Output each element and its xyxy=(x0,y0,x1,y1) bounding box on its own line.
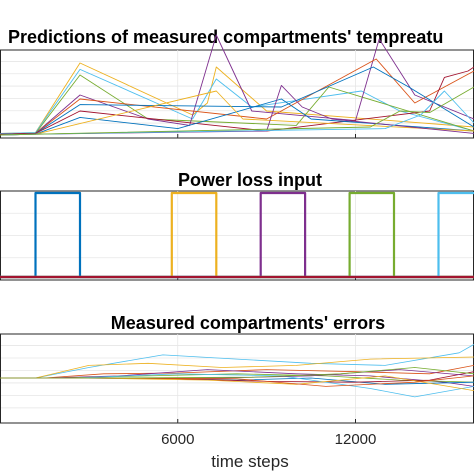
series-line-errors-12 xyxy=(0,367,474,379)
panel-power-loss: Power loss input xyxy=(0,170,474,281)
x-tick-label: 12000 xyxy=(335,431,377,448)
panel-title-power-loss: Power loss input xyxy=(178,170,322,190)
x-axis-ticks: 6000 12000 xyxy=(161,431,376,448)
panel-title-errors: Measured compartments' errors xyxy=(111,313,385,333)
series-line-predictions-12 xyxy=(0,86,474,136)
plot-area-predictions xyxy=(0,34,474,139)
series-line-errors-2 xyxy=(0,356,474,379)
panel-predictions: Predictions of measured compartments' te… xyxy=(0,27,474,139)
panel-title-predictions: Predictions of measured compartments' te… xyxy=(8,27,443,47)
axes-box xyxy=(0,49,474,139)
panel-errors: Measured compartments' errors xyxy=(0,313,474,424)
series-line-errors-1 xyxy=(0,344,474,379)
plot-area-power-loss xyxy=(0,190,474,281)
series-line-errors-3 xyxy=(0,365,474,379)
series-line-predictions-1 xyxy=(0,62,474,134)
x-tick-label: 6000 xyxy=(161,431,194,448)
plot-area-errors xyxy=(0,333,474,424)
x-axis-label: time steps xyxy=(211,452,288,471)
series-line-predictions-4 xyxy=(0,34,474,135)
